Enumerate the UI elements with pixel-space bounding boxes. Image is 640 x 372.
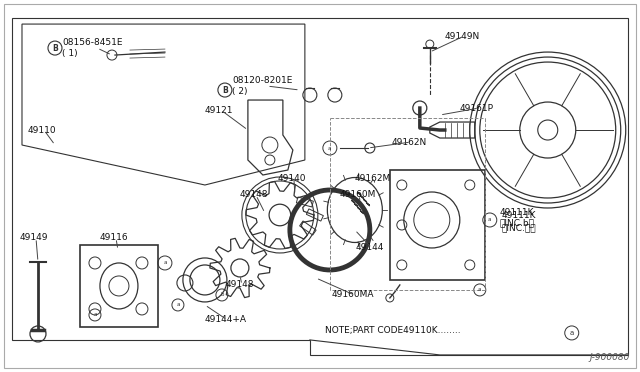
Text: B: B [222,86,228,94]
Text: a: a [93,312,97,317]
Text: b: b [220,292,223,298]
Text: 49111K: 49111K [502,211,536,220]
Text: 08156-8451E
( 1): 08156-8451E ( 1) [62,38,122,58]
Text: a: a [163,260,166,266]
Text: 49144: 49144 [356,243,384,253]
Bar [390,170,484,280]
Text: 49160M: 49160M [340,190,376,199]
Text: 49161P: 49161P [460,103,494,113]
Text: 49144+A: 49144+A [205,315,247,324]
Text: 49149: 49149 [20,234,49,243]
Text: 49160MA: 49160MA [332,291,374,299]
Text: 49162N: 49162N [392,138,427,147]
Text: 49140: 49140 [278,173,307,183]
Text: B: B [52,44,58,52]
Text: a: a [478,288,481,292]
Text: 49162M: 49162M [355,173,391,183]
Text: 〈INC.ⓑ〉: 〈INC.ⓑ〉 [502,223,536,232]
Text: a: a [328,145,332,151]
Text: 49111K
〈INC.b〉: 49111K 〈INC.b〉 [500,208,535,228]
Text: a: a [488,218,492,222]
Text: 49149N: 49149N [445,32,480,41]
Text: NOTE;PART CODE49110K........: NOTE;PART CODE49110K........ [325,326,461,335]
Text: 49121: 49121 [205,106,234,115]
Text: 49148: 49148 [240,190,268,199]
Text: a: a [176,302,180,307]
Text: 49116: 49116 [100,234,129,243]
Text: 49148: 49148 [226,280,255,289]
Text: 08120-8201E
( 2): 08120-8201E ( 2) [232,76,292,96]
Text: a: a [570,330,574,336]
Bar [80,245,158,327]
Text: 49110: 49110 [28,125,56,135]
Text: J-900080: J-900080 [589,353,630,362]
